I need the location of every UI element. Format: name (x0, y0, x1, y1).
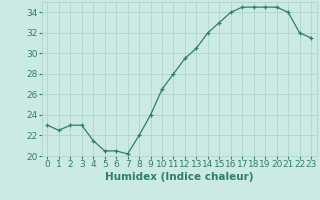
X-axis label: Humidex (Indice chaleur): Humidex (Indice chaleur) (105, 172, 253, 182)
